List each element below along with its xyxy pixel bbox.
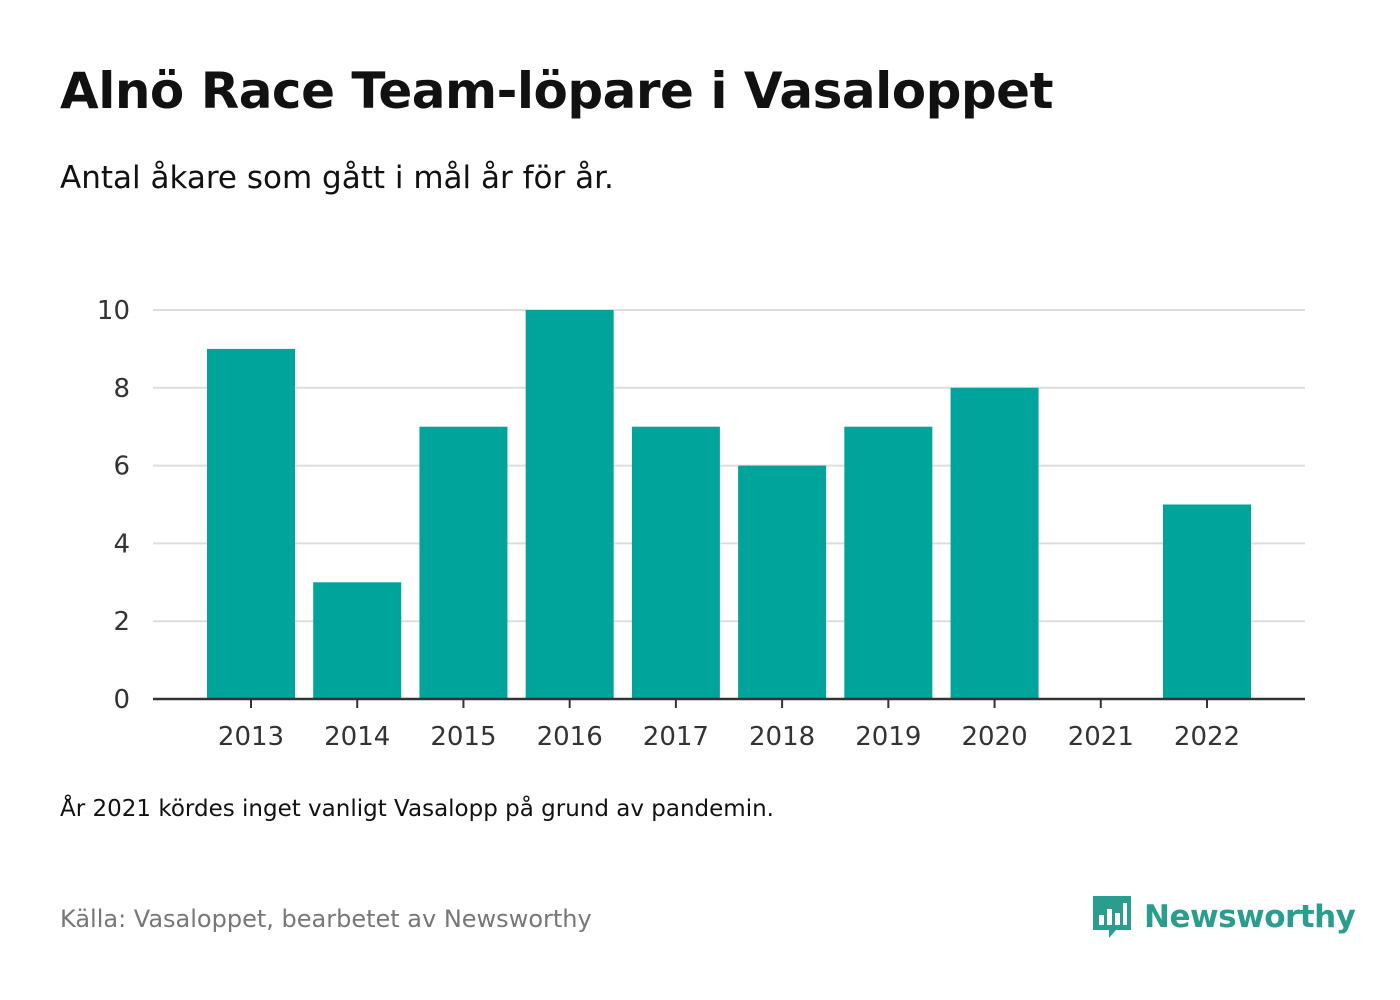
x-tick-label: 2017 (643, 722, 709, 752)
bar-2020 (950, 387, 1039, 699)
bar-2019 (844, 426, 933, 699)
axes: 0 2 4 6 8 10 2013 2014 2015 2016 2017 2018 2019 2020 2… (97, 296, 1305, 752)
x-tick-label: 2014 (324, 722, 390, 752)
x-tick-label: 2019 (855, 722, 921, 752)
y-tick-label: 10 (97, 296, 130, 326)
bar-2015 (419, 426, 508, 699)
x-tick-label: 2015 (430, 722, 496, 752)
gridlines (153, 309, 1305, 623)
x-tick-label: 2016 (537, 722, 603, 752)
x-tick-label: 2020 (961, 722, 1027, 752)
bar-2014 (313, 582, 402, 699)
y-tick-label: 0 (113, 685, 130, 715)
chart-title: Alnö Race Team-löpare i Vasaloppet (60, 62, 1054, 120)
footnote: År 2021 kördes inget vanligt Vasalopp på… (60, 796, 774, 822)
chart-subtitle: Antal åkare som gått i mål år för år. (60, 160, 614, 196)
y-tick-label: 8 (113, 374, 130, 404)
y-tick-label: 6 (113, 452, 130, 482)
x-tick-label: 2022 (1174, 722, 1240, 752)
y-tick-label: 4 (113, 529, 130, 559)
bar-chart-speech-bubble-icon (1093, 896, 1131, 938)
x-tick-label: 2018 (749, 722, 815, 752)
source-credit: Källa: Vasaloppet, bearbetet av Newswort… (60, 905, 592, 933)
bar-2016 (525, 310, 614, 699)
bar-2022 (1163, 504, 1251, 699)
brand-name: Newsworthy (1144, 899, 1356, 935)
x-tick-label: 2013 (218, 722, 284, 752)
x-tick-label: 2021 (1068, 722, 1134, 752)
bar-2017 (631, 426, 720, 699)
bar-chart: 0 2 4 6 8 10 2013 2014 2015 2016 2017 2018 2019 2020 2… (97, 296, 1305, 752)
bars (207, 310, 1251, 699)
bar-2013 (207, 348, 295, 699)
y-tick-label: 2 (113, 607, 130, 637)
brand-logo: Newsworthy (1090, 893, 1356, 941)
bar-2018 (738, 465, 827, 699)
